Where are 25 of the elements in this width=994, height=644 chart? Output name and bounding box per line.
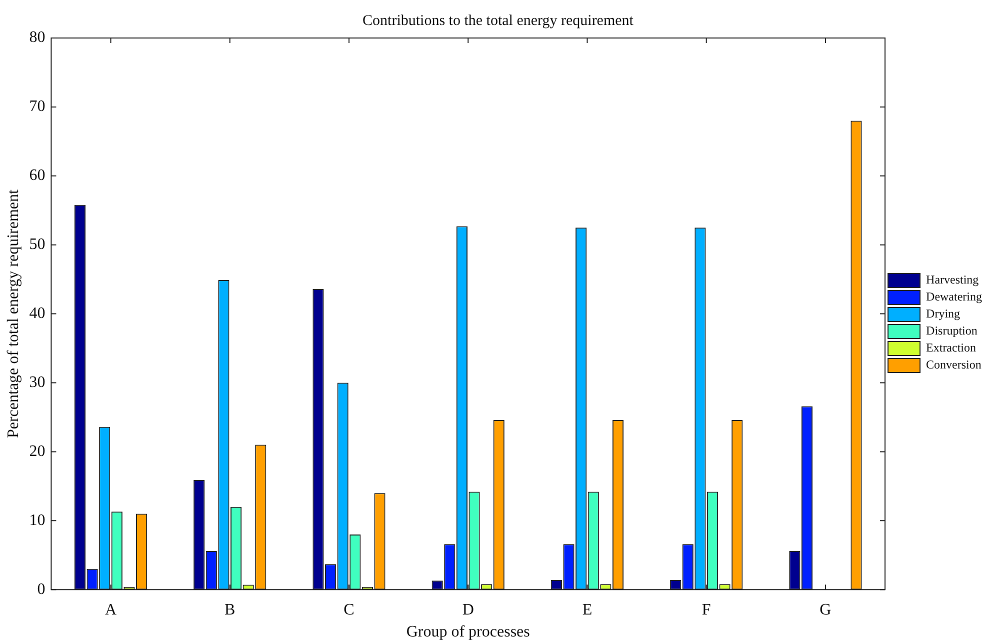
legend-label: Drying: [926, 306, 960, 321]
y-tick-label: 10: [29, 512, 46, 529]
x-axis-title: Group of processes: [406, 624, 530, 641]
y-tick-label: 20: [29, 442, 46, 460]
legend-label: Harvesting: [926, 272, 979, 287]
legend-label: Disruption: [926, 324, 978, 338]
x-tick-label: A: [104, 601, 117, 618]
legend-label: Conversion: [926, 358, 982, 372]
legend-label: Extraction: [926, 340, 976, 355]
x-tick-label: B: [224, 601, 236, 618]
x-tick-label: D: [462, 601, 474, 618]
x-tick-label: G: [820, 601, 832, 618]
chart-title: Contributions to the total energy requirement: [362, 12, 634, 29]
y-tick-label: 60: [29, 167, 46, 184]
x-tick-label: F: [702, 601, 711, 618]
x-tick-label: E: [582, 601, 592, 618]
y-tick-label: 30: [29, 374, 46, 391]
y-tick-label: 80: [29, 29, 46, 46]
x-tick-label: C: [344, 601, 354, 618]
y-tick-label: 70: [29, 98, 46, 116]
y-tick-label: 0: [37, 580, 46, 598]
legend-label: Dewatering: [926, 290, 982, 304]
y-axis-title: Percentage of total energy requirement: [4, 189, 22, 438]
y-tick-label: 50: [29, 236, 46, 254]
y-tick-label: 40: [29, 305, 46, 322]
